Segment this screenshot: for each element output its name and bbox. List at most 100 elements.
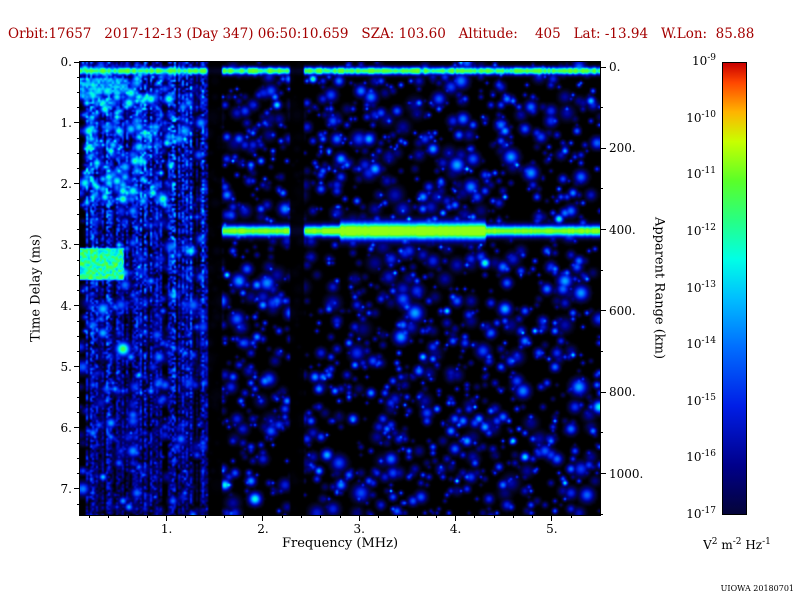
x-axis-minor-tick <box>223 515 225 518</box>
x-axis-minor-tick <box>339 515 341 518</box>
range-axis-tick <box>600 66 606 68</box>
colorbar-units: V2 m-2 Hz-1 <box>703 537 771 553</box>
y-tick-label: 2. <box>60 176 72 191</box>
x-axis-minor-tick <box>378 515 380 518</box>
y-tick-label: 7. <box>60 481 72 496</box>
header-info: Orbit:17657 2017-12-13 (Day 347) 06:50:1… <box>8 26 755 42</box>
credit-text: UIOWA 20180701 <box>720 584 794 593</box>
y-axis-minor-tick <box>77 473 80 475</box>
y-axis-minor-tick <box>77 351 80 353</box>
y-axis-minor-tick <box>77 229 80 231</box>
y-axis-minor-tick <box>77 259 80 261</box>
range-axis-minor-tick <box>600 513 603 515</box>
y-axis-tick <box>74 183 80 185</box>
colorbar-tick-label: 10-12 <box>686 222 716 238</box>
y-axis-minor-tick <box>77 76 80 78</box>
x-axis-minor-tick <box>185 515 187 518</box>
range-axis-tick <box>600 310 606 312</box>
range-axis-minor-tick <box>600 269 603 271</box>
x-tick-label: 4. <box>449 522 462 536</box>
y-axis-minor-tick <box>77 91 80 93</box>
range-axis-tick <box>600 229 606 231</box>
range-axis-minor-tick <box>600 432 603 434</box>
x-axis-minor-tick <box>108 515 110 518</box>
y-axis-minor-tick <box>77 213 80 215</box>
x-axis-minor-tick <box>300 515 302 518</box>
x-axis-minor-tick <box>416 515 418 518</box>
colorbar-tick-label: 10-15 <box>686 392 716 408</box>
x-axis-minor-tick <box>89 515 91 518</box>
x-axis-minor-tick <box>474 515 476 518</box>
x-axis-tick <box>262 515 264 521</box>
y-axis-minor-tick <box>77 503 80 505</box>
x-axis-tick <box>455 515 457 521</box>
range-axis-minor-tick <box>600 351 603 353</box>
x-axis-tick <box>358 515 360 521</box>
range-tick-label: 200. <box>609 141 636 156</box>
range-tick-label: 600. <box>609 303 636 318</box>
x-tick-label: 5. <box>546 522 558 536</box>
y-axis-minor-tick <box>77 457 80 459</box>
y-axis-tick <box>74 488 80 490</box>
y-axis-tick <box>74 305 80 307</box>
y-axis-minor-tick <box>77 381 80 383</box>
x-tick-label: 2. <box>257 522 269 536</box>
y-axis-minor-tick <box>77 290 80 292</box>
colorbar-tick-label: 10-17 <box>686 506 716 522</box>
y-axis-tick <box>74 427 80 429</box>
range-tick-label: 800. <box>609 385 636 400</box>
colorbar <box>722 62 747 515</box>
x-axis-minor-tick <box>435 515 437 518</box>
colorbar-tick-label: 10-13 <box>686 279 716 295</box>
x-tick-label: 3. <box>353 522 365 536</box>
y-axis-tick <box>74 61 80 63</box>
range-tick-label: 0. <box>609 60 621 75</box>
colorbar-tick-label: 10-14 <box>686 336 716 352</box>
x-axis-minor-tick <box>512 515 514 518</box>
x-axis-tick <box>166 515 168 521</box>
spectrogram-canvas <box>80 62 600 515</box>
colorbar-tick-label: 10-9 <box>691 53 716 69</box>
x-axis-minor-tick <box>570 515 572 518</box>
y-axis-minor-tick <box>77 168 80 170</box>
y-axis-minor-tick <box>77 198 80 200</box>
y-axis-minor-tick <box>77 107 80 109</box>
x-axis-minor-tick <box>146 515 148 518</box>
range-axis-minor-tick <box>600 188 603 190</box>
y-axis-minor-tick <box>77 442 80 444</box>
x-axis-minor-tick <box>532 515 534 518</box>
y-axis-tick <box>74 366 80 368</box>
x-axis-minor-tick <box>281 515 283 518</box>
range-axis-tick <box>600 391 606 393</box>
range-tick-label: 1000. <box>609 466 644 481</box>
x-axis-minor-tick <box>127 515 129 518</box>
y-axis-minor-tick <box>77 137 80 139</box>
y-axis-tick <box>74 244 80 246</box>
colorbar-tick-label: 10-10 <box>686 109 716 125</box>
x-axis-tick <box>551 515 553 521</box>
x-axis-label: Frequency (MHz) <box>281 536 399 551</box>
y-tick-label: 4. <box>60 298 72 313</box>
x-axis-minor-tick <box>397 515 399 518</box>
range-tick-label: 400. <box>609 222 636 237</box>
y-tick-label: 5. <box>60 359 72 374</box>
y-axis-minor-tick <box>77 320 80 322</box>
y-axis-tick <box>74 122 80 124</box>
colorbar-tick-label: 10-16 <box>686 449 716 465</box>
colorbar-tick-label: 10-11 <box>686 166 716 182</box>
y-axis-minor-tick <box>77 152 80 154</box>
y-tick-label: 6. <box>60 420 72 435</box>
range-axis-tick <box>600 147 606 149</box>
x-axis-minor-tick <box>204 515 206 518</box>
y-axis-minor-tick <box>77 335 80 337</box>
y-axis-minor-tick <box>77 274 80 276</box>
y-tick-label: 3. <box>60 237 72 252</box>
x-axis-minor-tick <box>243 515 245 518</box>
y-axis-minor-tick <box>77 396 80 398</box>
y-tick-label: 1. <box>60 115 72 130</box>
x-axis-minor-tick <box>320 515 322 518</box>
x-axis-minor-tick <box>493 515 495 518</box>
range-axis-tick <box>600 473 606 475</box>
x-tick-label: 1. <box>160 522 173 536</box>
